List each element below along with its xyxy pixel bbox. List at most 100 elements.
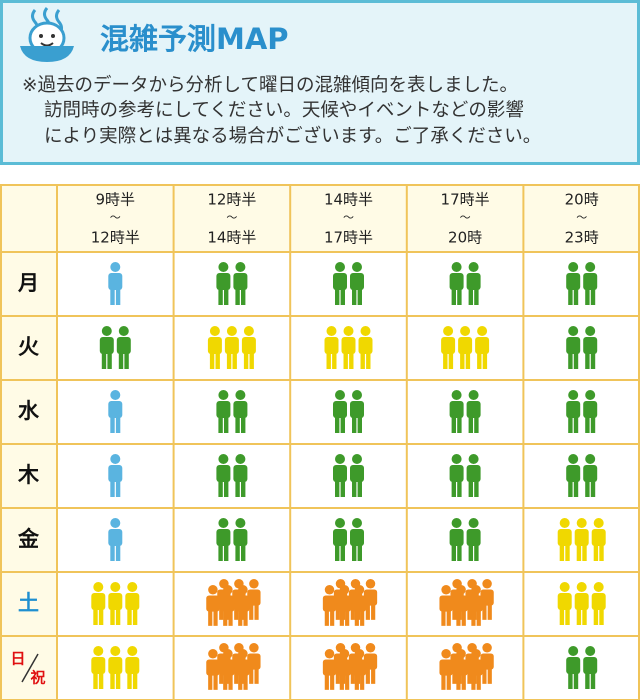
day-label: 土: [18, 591, 39, 615]
person-leg: [573, 672, 579, 689]
person-leg: [340, 480, 345, 497]
person-leg: [576, 608, 582, 625]
person-leg: [568, 352, 573, 369]
person-head: [559, 518, 570, 528]
person-body: [247, 653, 261, 670]
crowd-icon: [557, 518, 606, 561]
person-leg: [468, 544, 473, 561]
person-body: [441, 337, 456, 354]
person-leg: [254, 667, 259, 684]
header-row-bg: [0, 185, 640, 252]
person-leg: [590, 416, 596, 433]
person-head: [559, 582, 570, 592]
person-head: [209, 326, 220, 336]
person-head: [110, 582, 121, 592]
crowd-icon: [324, 326, 373, 369]
person-leg: [209, 352, 215, 369]
person-head: [352, 262, 362, 272]
person-head: [339, 649, 350, 659]
person-leg: [249, 667, 254, 684]
person-leg: [223, 609, 228, 626]
crowd-icon: [206, 643, 261, 690]
person-leg: [335, 667, 340, 684]
person-head: [585, 454, 596, 464]
person-body: [108, 273, 123, 290]
person-head: [324, 585, 335, 595]
person-leg: [456, 609, 461, 626]
person-leg: [357, 480, 362, 497]
person-body: [591, 529, 606, 546]
cell-bg: [290, 380, 407, 444]
person-body: [583, 465, 598, 482]
crowd-icon: [441, 326, 490, 369]
person-leg: [371, 667, 376, 684]
person-leg: [576, 544, 582, 561]
cell-bg: [173, 444, 291, 508]
person-leg: [590, 352, 596, 369]
person-leg: [452, 603, 457, 620]
person-leg: [224, 416, 229, 433]
person-head: [471, 649, 481, 659]
person-head: [110, 454, 121, 464]
person-leg: [243, 673, 248, 690]
person-head: [471, 585, 481, 595]
person-leg: [474, 288, 479, 305]
person-body: [108, 465, 123, 482]
person-leg: [582, 608, 587, 625]
person-leg: [565, 544, 570, 561]
person-leg: [238, 609, 243, 626]
person-leg: [340, 288, 345, 305]
person-leg: [249, 352, 254, 369]
person-head: [482, 579, 492, 589]
person-body: [108, 593, 123, 610]
person-leg: [118, 352, 124, 369]
note-line: 訪問時の参考にしてください。天候やイベントなどの影響: [44, 100, 524, 121]
person-leg: [467, 603, 472, 620]
cell-bg: [406, 444, 524, 508]
crowd-icon: [91, 646, 140, 689]
person-head: [238, 649, 248, 659]
day-label: 祝: [30, 669, 45, 687]
person-head: [243, 326, 254, 336]
person-leg: [352, 416, 357, 433]
crowd-icon: [566, 454, 598, 497]
person-body: [108, 529, 123, 546]
person-leg: [324, 673, 329, 690]
person-head: [568, 390, 579, 400]
person-leg: [457, 544, 462, 561]
person-head: [343, 326, 354, 336]
cell-bg: [523, 444, 640, 508]
person-leg: [354, 609, 359, 626]
person-leg: [234, 667, 239, 684]
day-label: 木: [17, 463, 40, 487]
crowd-icon: [566, 326, 598, 369]
crowd-icon: [99, 326, 131, 369]
person-head: [468, 454, 479, 464]
person-body: [439, 595, 453, 612]
person-leg: [585, 288, 590, 305]
person-leg: [451, 288, 456, 305]
person-body: [591, 593, 606, 610]
person-body: [116, 337, 131, 354]
person-body: [125, 593, 140, 610]
person-leg: [115, 288, 121, 305]
column-header: 20時: [448, 229, 482, 247]
column-header: 〜: [576, 211, 587, 224]
crowd-icon: [439, 579, 494, 626]
person-leg: [93, 608, 98, 625]
person-body: [583, 337, 598, 354]
person-body: [333, 401, 347, 418]
person-leg: [456, 673, 461, 690]
person-head: [585, 326, 596, 336]
person-head: [354, 585, 365, 595]
person-head: [223, 649, 233, 659]
crowd-icon: [216, 390, 248, 433]
crowd-icon: [449, 390, 481, 433]
person-leg: [474, 480, 479, 497]
person-head: [441, 649, 451, 659]
person-head: [451, 262, 462, 272]
person-head: [235, 390, 246, 400]
person-leg: [345, 673, 350, 690]
person-leg: [457, 480, 462, 497]
header-box: [0, 0, 640, 165]
